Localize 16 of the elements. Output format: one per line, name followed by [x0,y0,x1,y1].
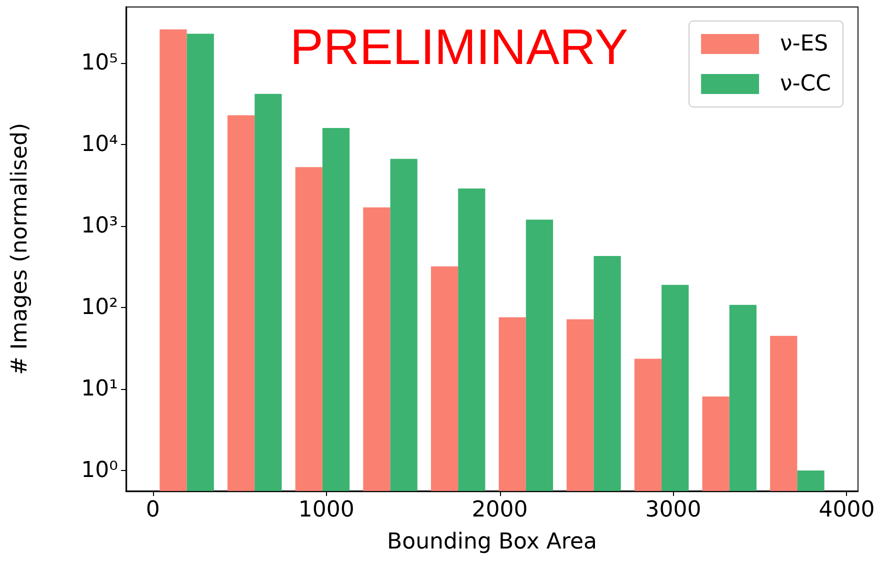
y-tick-label: 10⁵ [81,50,118,76]
x-tick-label: 0 [146,498,160,522]
x-tick-label: 2000 [472,498,528,522]
y-tick-label: 10³ [81,214,118,239]
annotation: PRELIMINARY [290,19,628,75]
x-tick-label: 1000 [298,498,354,522]
legend-label: ν-CC [780,72,832,96]
x-axis-title: Bounding Box Area [387,530,597,554]
y-tick-label: 10⁰ [81,458,118,483]
y-tick-label: 10¹ [81,376,118,402]
y-tick-label: 10⁴ [81,132,118,158]
x-tick-label: 4000 [818,498,875,522]
x-tick-label: 3000 [645,498,702,522]
legend-label: ν-ES [780,32,828,56]
y-tick-label: 10² [81,295,118,320]
y-axis-title: # Images (normalised) [8,122,32,376]
